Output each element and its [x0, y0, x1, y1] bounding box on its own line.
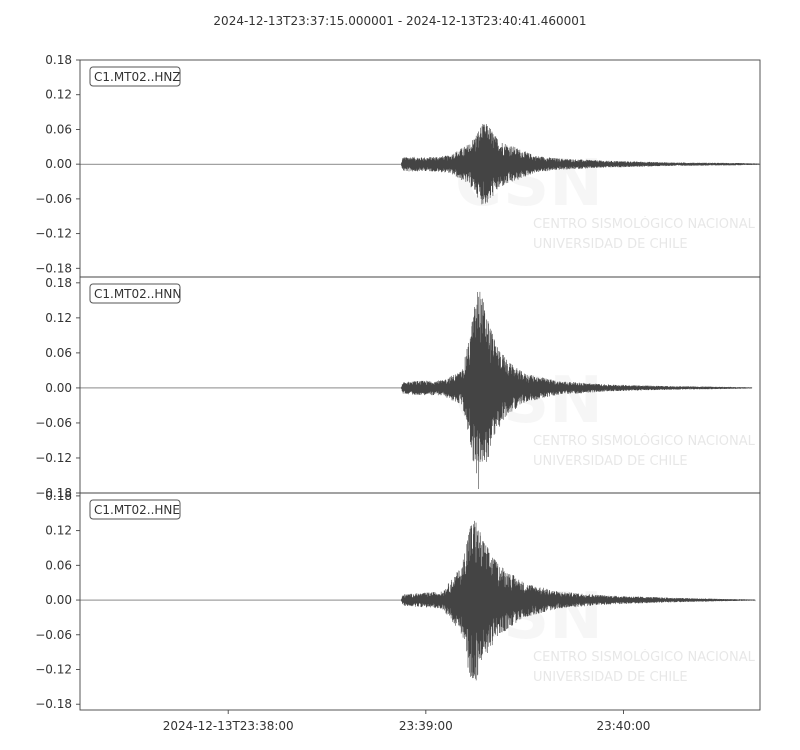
- y-tick-label: 0.12: [45, 88, 72, 102]
- channel-label: C1.MT02..HNZ: [89, 66, 181, 87]
- y-tick-label: −0.18: [35, 486, 72, 500]
- y-tick-label: −0.06: [35, 192, 72, 206]
- watermark-line1: CENTRO SISMOLÓGICO NACIONAL: [533, 649, 756, 665]
- x-tick-label: 2024-12-13T23:38:00: [163, 719, 294, 733]
- watermark-line2: UNIVERSIDAD DE CHILE: [533, 670, 688, 685]
- channel-label-box: [89, 283, 181, 304]
- y-tick-label: −0.18: [35, 697, 72, 711]
- channel-label-text: C1.MT02..HNZ: [94, 70, 181, 84]
- watermark-line1: CENTRO SISMOLÓGICO NACIONAL: [533, 433, 756, 449]
- y-tick-label: −0.12: [35, 451, 72, 465]
- time-axis: 2024-12-13T23:38:00 23:39:00 23:40:00: [163, 710, 650, 733]
- x-tick-label: 23:39:00: [399, 719, 453, 733]
- chart-title: 2024-12-13T23:37:15.000001 - 2024-12-13T…: [213, 14, 586, 28]
- y-tick-label: −0.06: [35, 416, 72, 430]
- y-tick-label: 0.00: [45, 593, 72, 607]
- y-tick-label: 0.18: [45, 53, 72, 67]
- waveform-trace: [80, 520, 756, 681]
- waveform-trace: [80, 291, 753, 489]
- y-tick-label: −0.06: [35, 628, 72, 642]
- channel-label-box: [89, 499, 181, 520]
- y-tick-label: 0.06: [45, 346, 72, 360]
- watermark-line1: CENTRO SISMOLÓGICO NACIONAL: [533, 216, 756, 232]
- y-tick-label: 0.18: [45, 489, 72, 503]
- channel-label-text: C1.MT02..HNN: [94, 287, 181, 301]
- y-tick-label: −0.12: [35, 662, 72, 676]
- y-tick-label: 0.18: [45, 276, 72, 290]
- y-tick-label: −0.18: [35, 261, 72, 275]
- y-tick-label: 0.00: [45, 157, 72, 171]
- channel-label-text: C1.MT02..HNE: [94, 503, 180, 517]
- waveform-trace: [80, 123, 761, 205]
- panel-frame: [79, 492, 761, 711]
- channel-label: C1.MT02..HNN: [89, 283, 181, 304]
- watermark-line2: UNIVERSIDAD DE CHILE: [533, 454, 688, 469]
- y-tick-label: 0.06: [45, 122, 72, 136]
- channel-label-box: [89, 66, 181, 87]
- x-tick-label: 23:40:00: [596, 719, 650, 733]
- y-tick-label: 0.00: [45, 381, 72, 395]
- channel-label: C1.MT02..HNE: [89, 499, 181, 520]
- y-tick-label: 0.06: [45, 558, 72, 572]
- watermark-line2: UNIVERSIDAD DE CHILE: [533, 237, 688, 252]
- y-tick-label: −0.12: [35, 227, 72, 241]
- y-tick-label: 0.12: [45, 524, 72, 538]
- y-tick-label: 0.12: [45, 311, 72, 325]
